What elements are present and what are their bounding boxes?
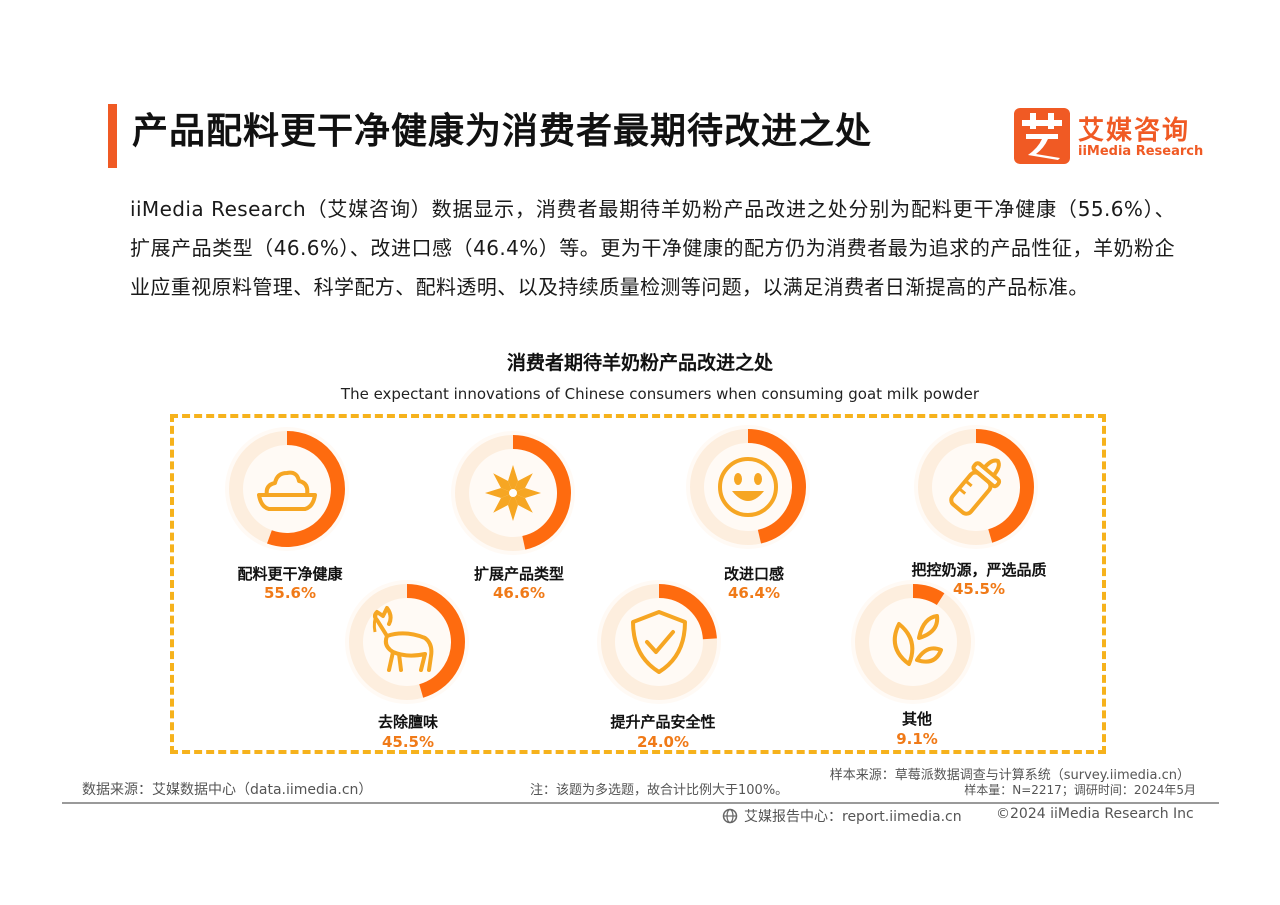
category-label: 提升产品安全性 xyxy=(610,713,715,731)
ring-arc xyxy=(912,584,945,606)
ring-halo xyxy=(686,425,810,549)
ring-arc xyxy=(406,584,465,698)
star-flower-icon xyxy=(485,465,541,521)
ring-arc xyxy=(267,431,345,547)
category-label: 扩展产品类型 xyxy=(474,565,564,583)
ring-group-5: 去除膻味 45.5% xyxy=(345,580,469,751)
ring-halo xyxy=(225,427,349,551)
chart-subtitle: The expectant innovations of Chinese con… xyxy=(340,385,980,403)
leaves-icon xyxy=(892,614,943,666)
data-source: 数据来源：艾媒数据中心（data.iimedia.cn） xyxy=(82,782,373,798)
ring-arc xyxy=(975,429,1034,543)
value-label: 45.5% xyxy=(382,733,434,751)
category-label: 去除膻味 xyxy=(378,713,438,731)
page-title: 产品配料更干净健康为消费者最期待改进之处 xyxy=(132,111,873,152)
globe-icon xyxy=(722,808,738,824)
report-center-link[interactable]: 艾媒报告中心：report.iimedia.cn xyxy=(744,809,962,825)
value-label: 46.4% xyxy=(728,584,780,602)
category-label: 配料更干净健康 xyxy=(237,565,343,583)
value-label: 24.0% xyxy=(637,733,689,751)
ring-arc xyxy=(747,429,806,544)
sample-source: 样本来源：草莓派数据调查与计算系统（survey.iimedia.cn） xyxy=(829,768,1190,783)
category-label: 改进口感 xyxy=(724,565,784,583)
report-center: 艾媒报告中心：report.iimedia.cn xyxy=(722,806,962,826)
value-label: 45.5% xyxy=(953,580,1005,598)
value-label: 46.6% xyxy=(493,584,545,602)
ring-arc xyxy=(512,435,571,550)
title-accent-bar xyxy=(108,104,117,168)
ring-group-7: 其他 9.1% xyxy=(851,580,975,748)
chart-frame xyxy=(170,414,1106,754)
chart-title: 消费者期待羊奶粉产品改进之处 xyxy=(506,352,773,374)
logo-text-en: iiMedia Research xyxy=(1078,144,1204,159)
copyright: ©2024 iiMedia Research Inc xyxy=(996,806,1194,822)
iimedia-logo: 艾媒咨询 iiMedia Research xyxy=(1014,108,1204,164)
category-label: 把控奶源，严选品质 xyxy=(911,561,1046,579)
logo-text-cn: 艾媒咨询 xyxy=(1078,116,1191,146)
smiley-face-icon xyxy=(718,457,778,517)
ring-halo xyxy=(914,425,1038,549)
value-label: 9.1% xyxy=(896,730,938,748)
shield-check-icon xyxy=(631,610,687,674)
logo-mark-icon xyxy=(1014,108,1070,164)
ring-arc xyxy=(658,584,717,640)
sample-size: 样本量：N=2217；调研时间：2024年5月 xyxy=(964,783,1196,797)
milk-powder-icon xyxy=(257,470,317,511)
value-label: 55.6% xyxy=(264,584,316,602)
ring-halo xyxy=(597,580,721,704)
goat-icon xyxy=(372,606,434,672)
ring-halo xyxy=(345,580,469,704)
footer-divider xyxy=(62,802,1219,804)
baby-bottle-icon xyxy=(949,458,1002,516)
multi-choice-note: 注：该题为多选题，故合计比例大于100%。 xyxy=(530,783,789,798)
ring-group-6: 提升产品安全性 24.0% xyxy=(597,580,721,751)
category-label: 其他 xyxy=(902,710,932,728)
intro-paragraph: iiMedia Research（艾媒咨询）数据显示，消费者最期待羊奶粉产品改进… xyxy=(130,197,1175,299)
